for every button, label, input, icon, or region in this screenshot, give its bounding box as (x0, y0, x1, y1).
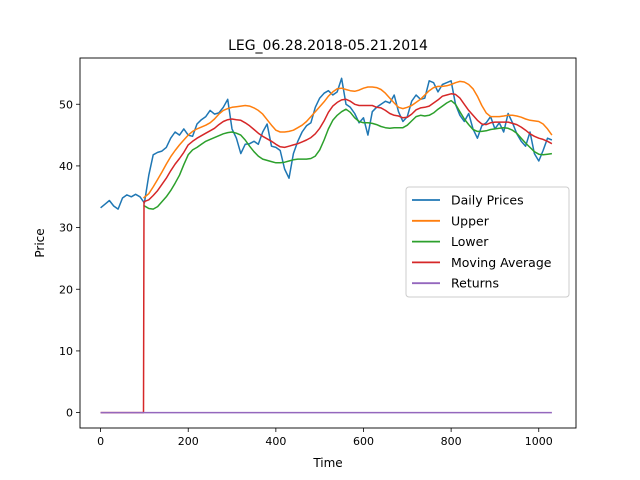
series-layer (100, 77, 553, 414)
legend-label-daily-prices: Daily Prices (451, 193, 524, 208)
x-tick-label: 200 (178, 435, 199, 448)
legend: Daily Prices Upper Lower Moving Average Retu… (405, 186, 570, 298)
y-tick-label: 10 (59, 345, 73, 358)
y-axis-label: Price (33, 228, 47, 257)
x-tick-label: 400 (265, 435, 286, 448)
x-tick-label: 1000 (525, 435, 553, 448)
x-axis-ticks: 0 200 400 600 800 1000 (97, 428, 553, 448)
legend-label-upper: Upper (451, 213, 490, 228)
series-line-upper (143, 80, 553, 199)
y-tick-label: 40 (59, 160, 73, 173)
y-tick-label: 20 (59, 283, 73, 296)
x-tick-label: 600 (353, 435, 374, 448)
y-tick-label: 50 (59, 98, 73, 111)
y-tick-label: 0 (66, 407, 73, 420)
series-line-daily-prices (100, 77, 553, 210)
chart-title: LEG_06.28.2018-05.21.2014 (228, 38, 428, 54)
axes-frame (79, 57, 577, 429)
y-axis-ticks: 0 10 20 30 40 50 (59, 98, 80, 420)
x-tick-label: 800 (441, 435, 462, 448)
x-axis-label: Time (312, 456, 342, 470)
x-tick-label: 0 (97, 435, 104, 448)
legend-label-moving-average: Moving Average (451, 255, 552, 270)
legend-label-returns: Returns (451, 276, 499, 291)
legend-box (405, 186, 570, 298)
legend-label-lower: Lower (451, 234, 489, 249)
series-line-moving-average (100, 93, 553, 414)
series-line-lower (143, 99, 553, 210)
y-tick-label: 30 (59, 222, 73, 235)
